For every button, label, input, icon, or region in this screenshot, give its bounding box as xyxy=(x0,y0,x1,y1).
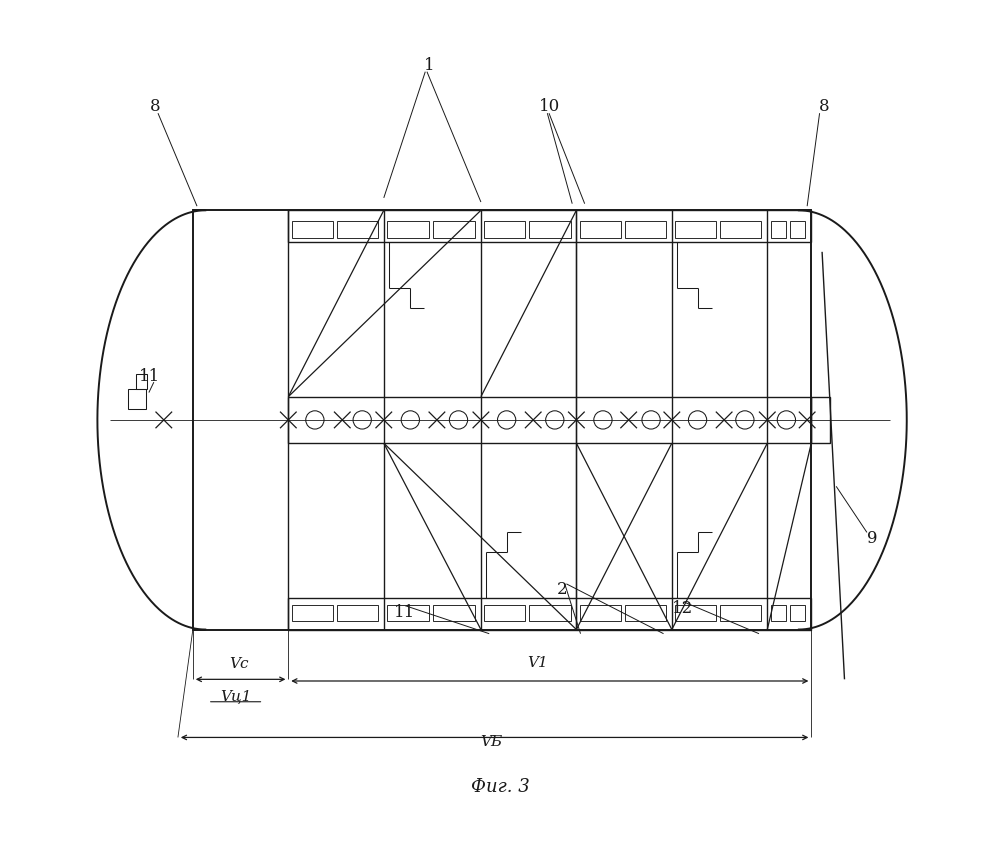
Text: Vц1: Vц1 xyxy=(220,689,252,703)
Bar xyxy=(337,221,378,238)
Bar xyxy=(337,604,378,621)
Bar xyxy=(387,604,429,621)
Bar xyxy=(484,604,525,621)
Text: 11: 11 xyxy=(139,368,160,385)
Text: 10: 10 xyxy=(539,98,560,115)
Bar xyxy=(433,221,475,238)
Bar xyxy=(529,604,571,621)
Text: Vc: Vc xyxy=(229,657,248,671)
Text: Фиг. 3: Фиг. 3 xyxy=(471,778,529,796)
Text: VБ: VБ xyxy=(481,734,503,749)
Text: 8: 8 xyxy=(150,98,161,115)
Text: V1: V1 xyxy=(527,656,548,670)
Text: 2: 2 xyxy=(557,582,568,598)
Bar xyxy=(790,604,805,621)
Bar xyxy=(580,604,621,621)
Text: 12: 12 xyxy=(672,600,693,617)
Bar xyxy=(771,604,786,621)
Bar xyxy=(433,604,475,621)
Bar xyxy=(288,598,811,630)
Bar xyxy=(529,221,571,238)
Bar xyxy=(484,221,525,238)
Bar xyxy=(771,221,786,238)
Bar xyxy=(625,221,666,238)
Bar xyxy=(580,221,621,238)
Bar xyxy=(625,604,666,621)
Bar xyxy=(288,397,811,443)
Bar xyxy=(790,221,805,238)
Bar xyxy=(720,604,761,621)
Bar xyxy=(811,397,830,443)
Text: 11: 11 xyxy=(394,604,415,621)
Bar xyxy=(387,221,429,238)
Bar xyxy=(128,389,146,409)
Text: 8: 8 xyxy=(818,98,829,115)
Bar xyxy=(193,210,811,630)
Bar xyxy=(720,221,761,238)
Bar xyxy=(136,374,147,389)
Text: 1: 1 xyxy=(424,57,435,73)
Bar xyxy=(292,221,333,238)
Bar xyxy=(288,210,811,242)
Bar xyxy=(675,221,716,238)
Bar xyxy=(292,604,333,621)
Text: 9: 9 xyxy=(867,530,877,547)
Bar xyxy=(675,604,716,621)
